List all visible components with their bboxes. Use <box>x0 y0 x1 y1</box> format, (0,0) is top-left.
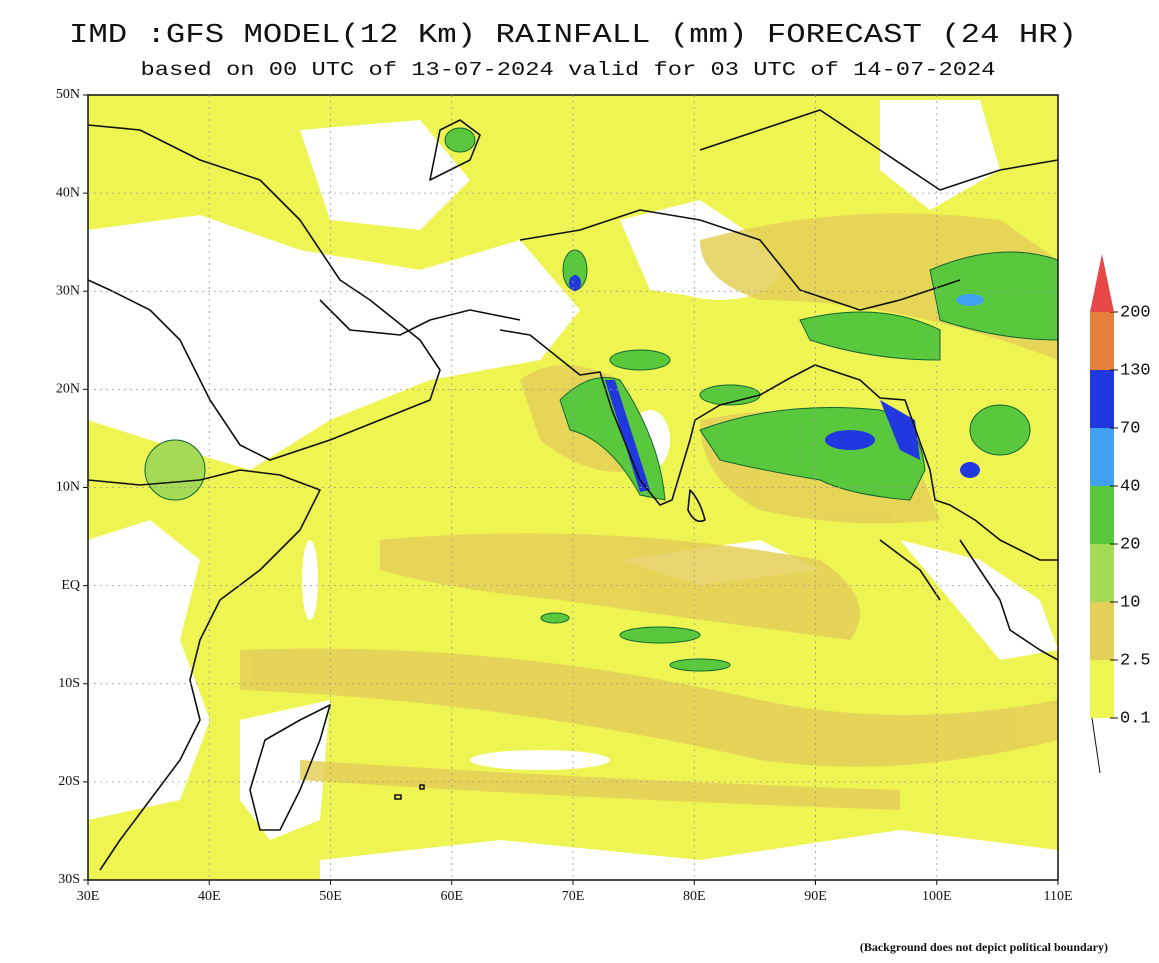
legend-label: 20 <box>1120 535 1140 554</box>
rainfall-field <box>88 95 1058 880</box>
legend-label: 2.5 <box>1120 651 1151 670</box>
legend-arrow <box>1090 254 1114 312</box>
legend-swatch <box>1090 602 1114 660</box>
lon-label: 70E <box>562 889 585 904</box>
lat-label: 20S <box>58 774 80 789</box>
legend-swatch <box>1090 486 1114 544</box>
graticule <box>88 95 1058 880</box>
lon-label: 80E <box>683 889 706 904</box>
lat-label: EQ <box>61 578 80 593</box>
color-legend: 0.1 2.5 10 20 40 70 130 200 <box>1090 254 1151 774</box>
lat-label: 10S <box>58 676 80 691</box>
legend-swatch <box>1090 370 1114 428</box>
legend-swatch <box>1090 312 1114 370</box>
legend-tail <box>1091 717 1101 774</box>
lat-label: 30S <box>58 872 80 887</box>
lat-label: 20N <box>56 382 80 397</box>
lon-label: 30E <box>77 889 100 904</box>
lon-label: 50E <box>319 889 342 904</box>
subtitle: based on 00 UTC of 13-07-2024 valid for … <box>141 59 996 81</box>
lat-label: 40N <box>56 185 80 200</box>
lon-label: 40E <box>198 889 221 904</box>
coastlines <box>88 109 1058 871</box>
legend-label: 10 <box>1120 593 1140 612</box>
lon-label: 90E <box>804 889 827 904</box>
coordinate-labels: 50N 40N 30N 20N 10N EQ 10S 20S 30S 30E 40E 50E 60E 70… <box>56 87 1073 904</box>
legend-swatch <box>1090 428 1114 486</box>
title: IMD :GFS MODEL(12 Km) RAINFALL (mm) FORE… <box>69 21 1077 51</box>
lon-label: 110E <box>1043 889 1072 904</box>
heavy-rain-areas <box>144 127 1058 672</box>
legend-label: 130 <box>1120 361 1151 380</box>
legend-label: 200 <box>1120 303 1151 322</box>
lat-label: 30N <box>56 283 80 298</box>
lat-label: 50N <box>56 87 80 102</box>
lat-label: 10N <box>56 480 80 495</box>
lon-label: 100E <box>922 889 952 904</box>
footnote: (Background does not depict political bo… <box>860 940 1108 954</box>
lon-label: 60E <box>440 889 463 904</box>
legend-label: 70 <box>1120 419 1140 438</box>
legend-swatch <box>1090 660 1114 718</box>
legend-label: 0.1 <box>1120 709 1151 728</box>
legend-swatch <box>1090 544 1114 602</box>
legend-label: 40 <box>1120 477 1140 496</box>
